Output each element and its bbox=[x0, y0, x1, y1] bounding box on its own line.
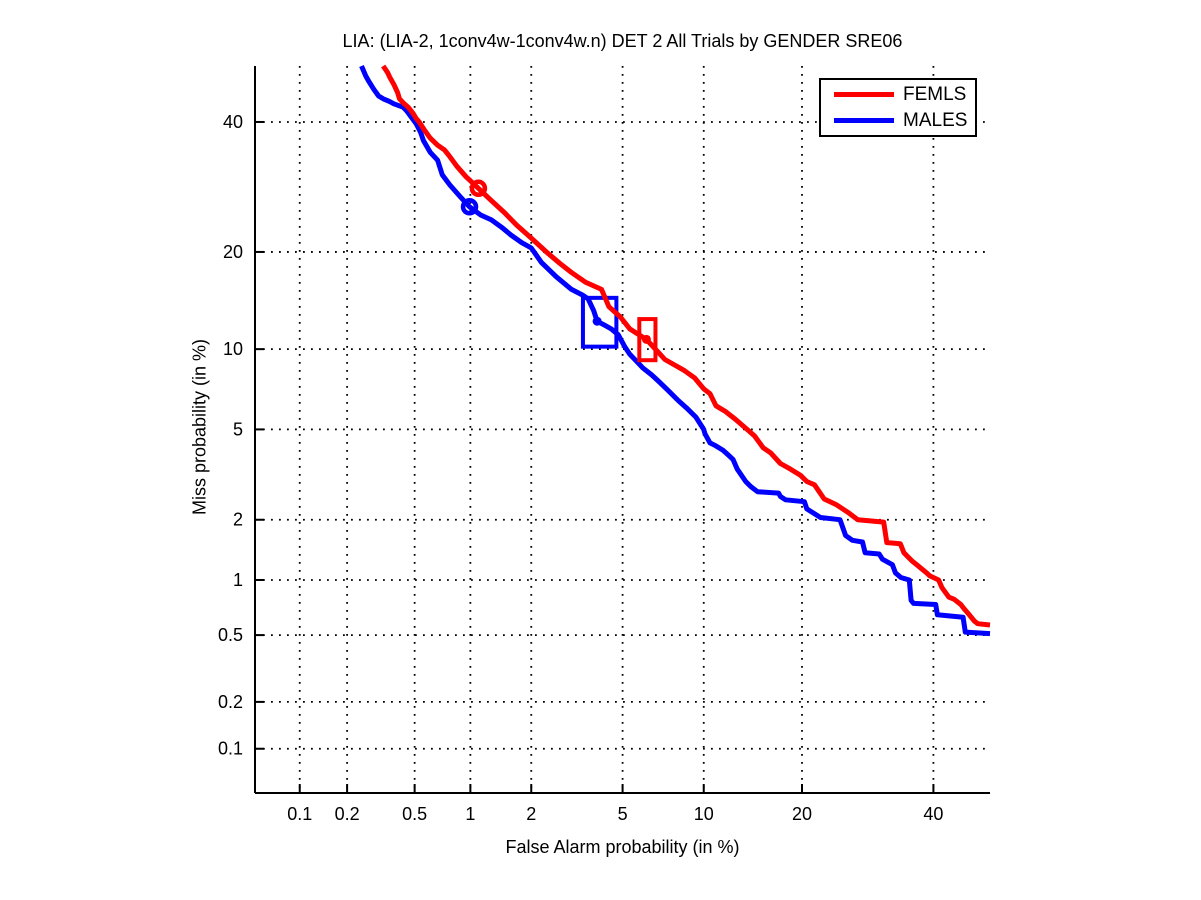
svg-text:20: 20 bbox=[792, 804, 812, 824]
x-axis-label: False Alarm probability (in %) bbox=[505, 837, 740, 857]
svg-text:0.2: 0.2 bbox=[335, 804, 360, 824]
svg-text:0.5: 0.5 bbox=[218, 625, 243, 645]
svg-text:1: 1 bbox=[233, 570, 243, 590]
svg-text:0.1: 0.1 bbox=[218, 739, 243, 759]
svg-text:10: 10 bbox=[223, 339, 243, 359]
svg-text:1: 1 bbox=[465, 804, 475, 824]
svg-text:0.2: 0.2 bbox=[218, 692, 243, 712]
svg-text:40: 40 bbox=[923, 804, 943, 824]
svg-text:10: 10 bbox=[694, 804, 714, 824]
svg-text:2: 2 bbox=[233, 510, 243, 530]
legend-label-femls: FEMLS bbox=[903, 84, 967, 105]
legend-entry-males: MALES bbox=[821, 111, 975, 130]
svg-text:40: 40 bbox=[223, 112, 243, 132]
chart-title: LIA: (LIA-2, 1conv4w-1conv4w.n) DET 2 Al… bbox=[342, 31, 903, 51]
svg-text:20: 20 bbox=[223, 242, 243, 262]
svg-text:0.5: 0.5 bbox=[402, 804, 427, 824]
males-line-swatch bbox=[834, 118, 894, 123]
femls-line-swatch bbox=[834, 92, 894, 97]
y-axis-label: Miss probability (in %) bbox=[189, 338, 210, 516]
legend-label-males: MALES bbox=[903, 110, 968, 131]
svg-text:5: 5 bbox=[233, 419, 243, 439]
legend: FEMLS MALES bbox=[819, 78, 977, 137]
svg-text:0.1: 0.1 bbox=[287, 804, 312, 824]
svg-text:5: 5 bbox=[618, 804, 628, 824]
svg-text:2: 2 bbox=[526, 804, 536, 824]
legend-entry-femls: FEMLS bbox=[821, 85, 975, 104]
